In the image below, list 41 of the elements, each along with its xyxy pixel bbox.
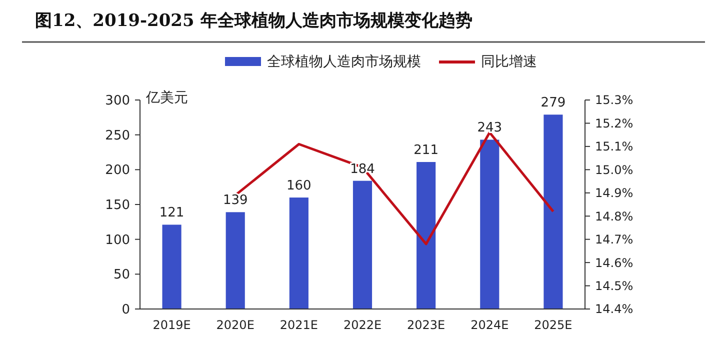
y2-tick-label: 14.9% (595, 186, 634, 200)
x-tick-label: 2025E (534, 318, 572, 332)
y2-tick-label: 14.4% (595, 302, 634, 316)
y2-tick-label: 15.0% (595, 162, 634, 177)
bar (289, 198, 308, 309)
y-tick-label: 250 (105, 128, 130, 144)
data-label: 160 (286, 178, 312, 194)
y-tick-label: 50 (113, 268, 130, 283)
data-label: 279 (540, 96, 566, 111)
legend-label: 同比增速 (481, 54, 537, 70)
y-tick-label: 0 (122, 302, 130, 318)
y2-tick-label: 14.8% (595, 209, 634, 224)
x-tick-label: 2023E (407, 318, 446, 332)
legend-label: 全球植物人造肉市场规模 (267, 54, 421, 70)
chart-title: 图12、2019-2025 年全球植物人造肉市场规模变化趋势 (35, 11, 472, 31)
y2-tick-label: 14.6% (595, 256, 634, 270)
y2-tick-label: 15.2% (595, 116, 634, 130)
bar (480, 140, 500, 309)
bar (162, 224, 182, 309)
data-label: 243 (477, 120, 502, 136)
y-tick-label: 150 (105, 198, 130, 214)
y2-tick-label: 14.5% (595, 278, 634, 293)
y2-tick-label: 15.1% (595, 140, 634, 154)
y-tick-label: 100 (105, 232, 130, 248)
bar (416, 162, 436, 309)
y-axis-title: 亿美元 (145, 90, 188, 106)
x-tick-label: 2021E (280, 318, 318, 332)
x-tick-label: 2022E (343, 318, 382, 332)
bar (352, 180, 372, 309)
y-tick-label: 300 (105, 94, 130, 109)
bar (226, 212, 245, 309)
y-tick-label: 200 (105, 163, 130, 178)
y2-tick-label: 14.7% (595, 232, 634, 247)
bar (544, 114, 563, 309)
data-label: 121 (159, 206, 184, 221)
data-label: 139 (222, 193, 248, 208)
x-tick-label: 2024E (470, 318, 509, 332)
x-tick-label: 2020E (216, 318, 254, 332)
y2-tick-label: 15.3% (595, 93, 634, 108)
x-tick-label: 2019E (152, 318, 191, 332)
data-label: 211 (414, 143, 438, 158)
